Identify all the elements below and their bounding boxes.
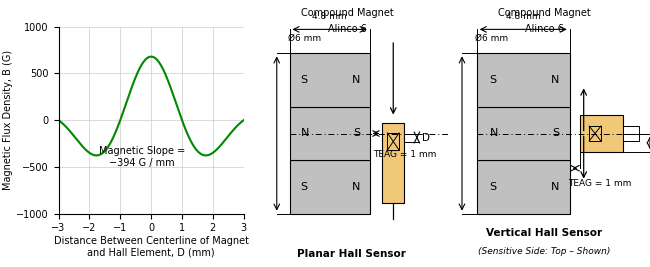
Text: S: S xyxy=(489,75,497,85)
Text: N: N xyxy=(551,75,559,85)
Text: N: N xyxy=(352,75,361,85)
Text: S: S xyxy=(489,182,497,192)
Text: Ø6 mm: Ø6 mm xyxy=(474,34,508,43)
FancyBboxPatch shape xyxy=(580,115,623,152)
Text: D: D xyxy=(422,132,430,143)
FancyBboxPatch shape xyxy=(289,53,370,107)
FancyBboxPatch shape xyxy=(289,160,370,214)
Text: S: S xyxy=(300,182,307,192)
Text: N: N xyxy=(551,182,559,192)
FancyBboxPatch shape xyxy=(289,107,370,160)
Text: Magnetic Slope =
−394 G / mm: Magnetic Slope = −394 G / mm xyxy=(99,146,185,168)
Text: Alinco 6: Alinco 6 xyxy=(328,24,367,34)
Text: (Sensitive Side: Top – Shown): (Sensitive Side: Top – Shown) xyxy=(478,247,610,256)
Text: Compound Magnet: Compound Magnet xyxy=(498,8,591,18)
Text: Alinco 6: Alinco 6 xyxy=(525,24,564,34)
Bar xyxy=(387,133,399,150)
Text: Vertical Hall Sensor: Vertical Hall Sensor xyxy=(486,228,603,238)
Text: S: S xyxy=(300,75,307,85)
Text: TEAG = 1 mm: TEAG = 1 mm xyxy=(567,179,631,188)
Text: TEAG = 1 mm: TEAG = 1 mm xyxy=(373,150,437,159)
FancyBboxPatch shape xyxy=(623,126,640,141)
Text: 4.8 mm: 4.8 mm xyxy=(506,12,541,21)
Text: Compound Magnet: Compound Magnet xyxy=(302,8,394,18)
Text: Ø6 mm: Ø6 mm xyxy=(288,34,321,43)
FancyBboxPatch shape xyxy=(477,107,569,160)
Text: 4.8 mm: 4.8 mm xyxy=(312,12,347,21)
X-axis label: Distance Between Centerline of Magnet
and Hall Element, D (mm): Distance Between Centerline of Magnet an… xyxy=(53,236,248,258)
Text: S: S xyxy=(354,128,361,139)
Text: N: N xyxy=(300,128,309,139)
Text: Planar Hall Sensor: Planar Hall Sensor xyxy=(297,249,406,259)
Text: N: N xyxy=(352,182,361,192)
Y-axis label: Magnetic Flux Density, B (G): Magnetic Flux Density, B (G) xyxy=(3,50,14,190)
Text: S: S xyxy=(552,128,559,139)
FancyBboxPatch shape xyxy=(477,160,569,214)
FancyBboxPatch shape xyxy=(382,123,404,203)
FancyBboxPatch shape xyxy=(477,53,569,107)
Bar xyxy=(589,126,601,141)
Text: N: N xyxy=(489,128,498,139)
